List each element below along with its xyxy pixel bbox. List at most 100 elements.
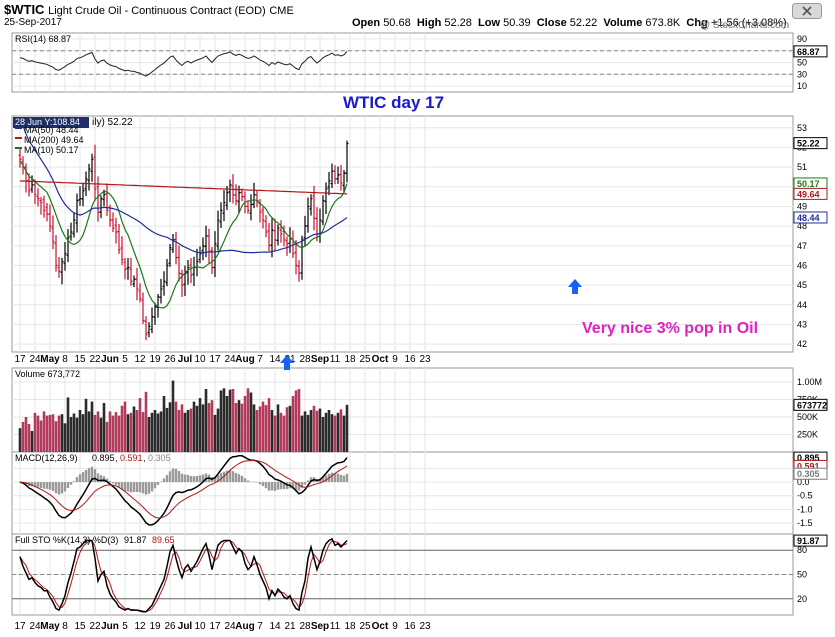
volume-bar-45 xyxy=(153,410,157,452)
price-bar-12 xyxy=(54,235,58,272)
macd-hist-bar-67 xyxy=(219,472,223,483)
price-bar-45 xyxy=(153,302,157,325)
x-tick-bottom-2: May xyxy=(40,621,60,632)
legend-volume-0: Volume 673,772 xyxy=(15,369,80,379)
window-close-icon[interactable] xyxy=(792,3,822,19)
x-tick-top-11: Jul xyxy=(178,354,193,365)
price-bar-66 xyxy=(216,210,220,251)
macd-legend-sep-1: , xyxy=(115,453,118,463)
macd-hist-bar-69 xyxy=(225,470,229,483)
macd-hist-bar-52 xyxy=(174,468,178,483)
volume-bar-23 xyxy=(87,411,91,452)
volume-bar-46 xyxy=(156,413,160,452)
volume-bar-104 xyxy=(330,414,334,452)
volume-bar-5 xyxy=(33,412,37,452)
price-bar-8 xyxy=(42,195,46,218)
sto-d-line xyxy=(19,539,348,613)
value-tag-ma50 xyxy=(793,211,828,224)
volume-bar-77 xyxy=(249,392,253,452)
macd-hist-bar-14 xyxy=(60,482,64,494)
volume-bar-27 xyxy=(99,417,103,452)
price-bar-88 xyxy=(282,225,286,247)
x-tick-bottom-19: 28 xyxy=(299,621,311,632)
up-arrow-icon-august xyxy=(568,279,582,294)
price-bar-74 xyxy=(240,188,244,202)
macd-hist-bar-61 xyxy=(201,474,205,483)
volume-bar-57 xyxy=(189,408,193,452)
volume-bar-17 xyxy=(69,417,73,452)
volume-bar-107 xyxy=(339,409,343,452)
macd-line xyxy=(19,454,348,526)
price-bar-11 xyxy=(51,215,55,250)
macd-hist-bar-80 xyxy=(258,482,262,485)
macd-hist-bar-73 xyxy=(237,474,241,483)
price-bar-52 xyxy=(174,232,178,265)
annotation-comment: Very nice 3% pop in Oil xyxy=(582,320,758,337)
macd-hist-bar-86 xyxy=(276,482,280,490)
macd-legend-signal: 0.591 xyxy=(120,453,143,463)
volume-bar-73 xyxy=(237,400,241,452)
macd-hist-bar-13 xyxy=(57,482,61,495)
volume-bar-92 xyxy=(294,390,298,452)
macd-hist-bar-27 xyxy=(99,475,103,483)
x-tick-top-0: 17 xyxy=(14,354,26,365)
x-tick-top-10: 26 xyxy=(164,354,176,365)
volume-bar-83 xyxy=(267,398,271,452)
macd-hist-bar-10 xyxy=(48,482,52,490)
macd-hist-bar-4 xyxy=(30,482,34,487)
x-tick-top-1: 24 xyxy=(29,354,41,365)
x-tick-top-3: 8 xyxy=(62,354,68,365)
macd-hist-bar-51 xyxy=(171,468,175,483)
macd-hist-bar-16 xyxy=(66,482,70,489)
price-bar-104 xyxy=(330,163,334,189)
value-tag-rsi xyxy=(793,45,828,58)
x-tick-bottom-6: Jun xyxy=(101,621,119,632)
macd-hist-bar-28 xyxy=(102,476,106,483)
x-tick-bottom-9: 19 xyxy=(149,621,161,632)
x-tick-top-12: 10 xyxy=(194,354,206,365)
volume-bar-25 xyxy=(93,414,97,452)
volume-bar-30 xyxy=(108,411,112,452)
value-tag-text-macd-signal: 0.591 xyxy=(797,461,820,471)
volume-bar-76 xyxy=(246,388,250,452)
legend-ma-0: MA(50) 48.44 xyxy=(24,125,79,135)
ohlc-readout: Open 50.68 High 52.28 Low 50.39 Close 52… xyxy=(352,17,787,29)
hover-readout: 28 Jun Y:108.84 xyxy=(15,117,80,127)
price-bar-7 xyxy=(39,197,43,215)
macd-legend-sep-2: , xyxy=(143,453,146,463)
description: Light Crude Oil - Continuous Contract (E… xyxy=(48,5,266,17)
price-bar-38 xyxy=(132,275,136,288)
macd-hist-bar-29 xyxy=(105,478,109,483)
sto-legend-label: Full STO %K(14,3) %D(3) xyxy=(15,535,118,545)
price-bar-33 xyxy=(117,223,121,254)
volume-bar-20 xyxy=(78,410,82,452)
macd-hist-bar-79 xyxy=(255,482,259,483)
y-tick-price-4: 46 xyxy=(797,260,807,270)
macd-hist-bar-9 xyxy=(45,482,49,489)
volume-bar-100 xyxy=(318,408,322,452)
symbol: $WTIC xyxy=(4,2,45,17)
volume-bar-96 xyxy=(306,414,310,452)
x-tick-bottom-11: Jul xyxy=(178,621,193,632)
y-tick-macd-1: -1.0 xyxy=(797,504,813,514)
volume-bar-81 xyxy=(261,401,265,452)
volume-bar-90 xyxy=(288,405,292,452)
price-bar-13 xyxy=(57,256,61,278)
high-value: 52.28 xyxy=(444,17,472,29)
volume-bar-91 xyxy=(291,396,295,452)
volume-bar-22 xyxy=(84,398,88,452)
value-tag-text-ma50: 48.44 xyxy=(797,213,820,223)
volume-bar-101 xyxy=(321,417,325,452)
macd-hist-bar-32 xyxy=(114,482,118,486)
volume-bar-26 xyxy=(96,411,100,452)
x-tick-bottom-13: 17 xyxy=(209,621,221,632)
y-tick-volume-0: 250K xyxy=(797,430,818,440)
value-tag-ma200 xyxy=(793,187,828,200)
price-bar-83 xyxy=(267,222,271,252)
y-tick-rsi-1: 30 xyxy=(797,69,807,79)
hover-readout-bg xyxy=(13,117,89,128)
volume-bar-44 xyxy=(150,412,154,452)
legend-rsi-0: RSI(14) 68.87 xyxy=(15,34,71,44)
y-tick-volume-3: 1.00M xyxy=(797,377,822,387)
x-tick-bottom-24: Oct xyxy=(372,621,389,632)
